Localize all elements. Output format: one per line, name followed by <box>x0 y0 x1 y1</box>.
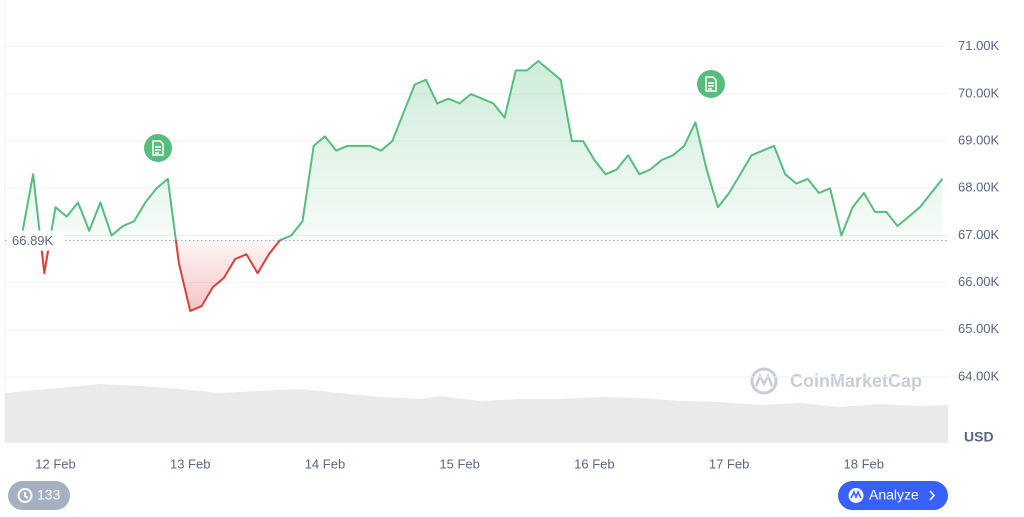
baseline-label: 66.89K <box>12 233 54 248</box>
x-tick-label: 17 Feb <box>709 456 749 471</box>
volume-area <box>5 384 948 443</box>
badge-count: 133 <box>37 487 61 503</box>
news-icon-bg <box>697 70 725 98</box>
y-tick-label: 64.00K <box>958 368 1000 383</box>
area-fill <box>10 61 943 311</box>
news-icon-doc <box>705 76 717 92</box>
analyze-button[interactable]: Analyze <box>838 481 948 510</box>
y-axis-unit: USD <box>964 429 994 445</box>
baseline-label-box <box>8 230 64 251</box>
watermark-text: CoinMarketCap <box>790 371 922 391</box>
x-tick-label: 14 Feb <box>305 456 345 471</box>
x-tick-label: 15 Feb <box>439 456 479 471</box>
x-tick-label: 18 Feb <box>844 456 884 471</box>
news-icon-doc <box>152 140 164 156</box>
y-tick-label: 69.00K <box>958 133 1000 148</box>
y-tick-label: 66.00K <box>958 274 1000 289</box>
y-tick-label: 70.00K <box>958 85 1000 100</box>
button-label[interactable]: Analyze <box>869 487 919 503</box>
y-tick-label: 65.00K <box>958 321 1000 336</box>
news-icon-bg <box>144 134 172 162</box>
y-tick-label: 67.00K <box>958 227 1000 242</box>
news-icon <box>144 134 172 162</box>
y-tick-label: 71.00K <box>958 38 1000 53</box>
news-icon <box>697 70 725 98</box>
watermark: CoinMarketCap <box>750 367 922 395</box>
price-line <box>9 60 944 312</box>
x-tick-label: 16 Feb <box>574 456 614 471</box>
x-tick-label: 13 Feb <box>170 456 210 471</box>
y-tick-label: 68.00K <box>958 180 1000 195</box>
history-badge: 133 <box>8 481 70 510</box>
x-tick-label: 12 Feb <box>35 456 75 471</box>
